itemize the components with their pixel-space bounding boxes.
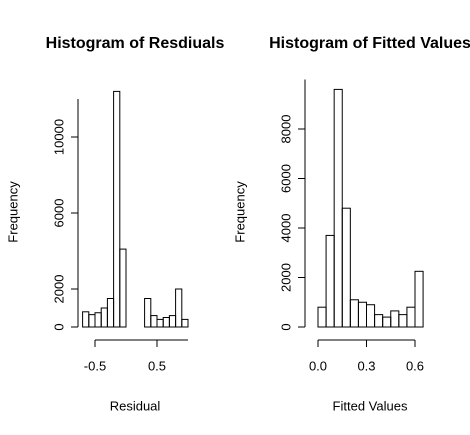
histogram-bar [374, 314, 384, 328]
histogram-bar [341, 207, 351, 328]
chart-title: Histogram of Resdiuals [46, 35, 225, 52]
histogram-bar [100, 307, 108, 328]
y-tick-label: 2000 [278, 263, 293, 292]
histogram-bar [94, 312, 102, 328]
histogram-bar [382, 316, 392, 328]
y-tick-label: 6000 [278, 164, 293, 193]
histogram-bar [168, 315, 177, 328]
x-tick-label: 0.5 [148, 358, 166, 373]
histogram-bar [88, 314, 96, 328]
y-tick-label: 0 [278, 323, 293, 330]
y-tick-label: 10000 [51, 119, 66, 155]
chart-title: Histogram of Fitted Values [269, 35, 470, 52]
histogram-bar [113, 90, 121, 328]
histogram-bar [333, 88, 343, 328]
y-tick-label: 6000 [51, 199, 66, 228]
histogram-bar [357, 301, 367, 328]
y-tick-label: 4000 [278, 214, 293, 243]
histogram-bar [119, 248, 127, 328]
histogram-bar [150, 315, 158, 328]
histogram-bar [349, 299, 359, 328]
histogram-bar [414, 270, 424, 328]
y-tick-label: 8000 [278, 115, 293, 144]
histogram-bar [82, 311, 90, 328]
histogram-bar [317, 306, 327, 328]
histogram-bar [398, 314, 408, 328]
y-axis-label: Frequency [232, 181, 247, 243]
x-tick-label: 0.6 [406, 358, 424, 373]
y-tick-label: 0 [51, 323, 66, 330]
x-axis-label: Fitted Values [333, 398, 408, 413]
histogram-bar [175, 288, 183, 328]
x-tick-label: 0.0 [309, 358, 327, 373]
y-axis-label: Frequency [5, 181, 20, 243]
histogram-bar [144, 298, 152, 328]
y-tick-label: 2000 [51, 275, 66, 304]
histogram-bar [406, 306, 416, 328]
x-tick-label: -0.5 [84, 358, 106, 373]
histogram-bar [162, 317, 170, 328]
x-tick-label: 0.3 [357, 358, 375, 373]
histogram-bar [366, 304, 376, 328]
x-axis-label: Residual [110, 398, 161, 413]
histogram-bar [181, 318, 189, 328]
histogram-bar [106, 298, 115, 328]
histogram-bar [325, 234, 335, 328]
histogram-bar [390, 310, 400, 328]
histogram-bar [156, 318, 164, 328]
